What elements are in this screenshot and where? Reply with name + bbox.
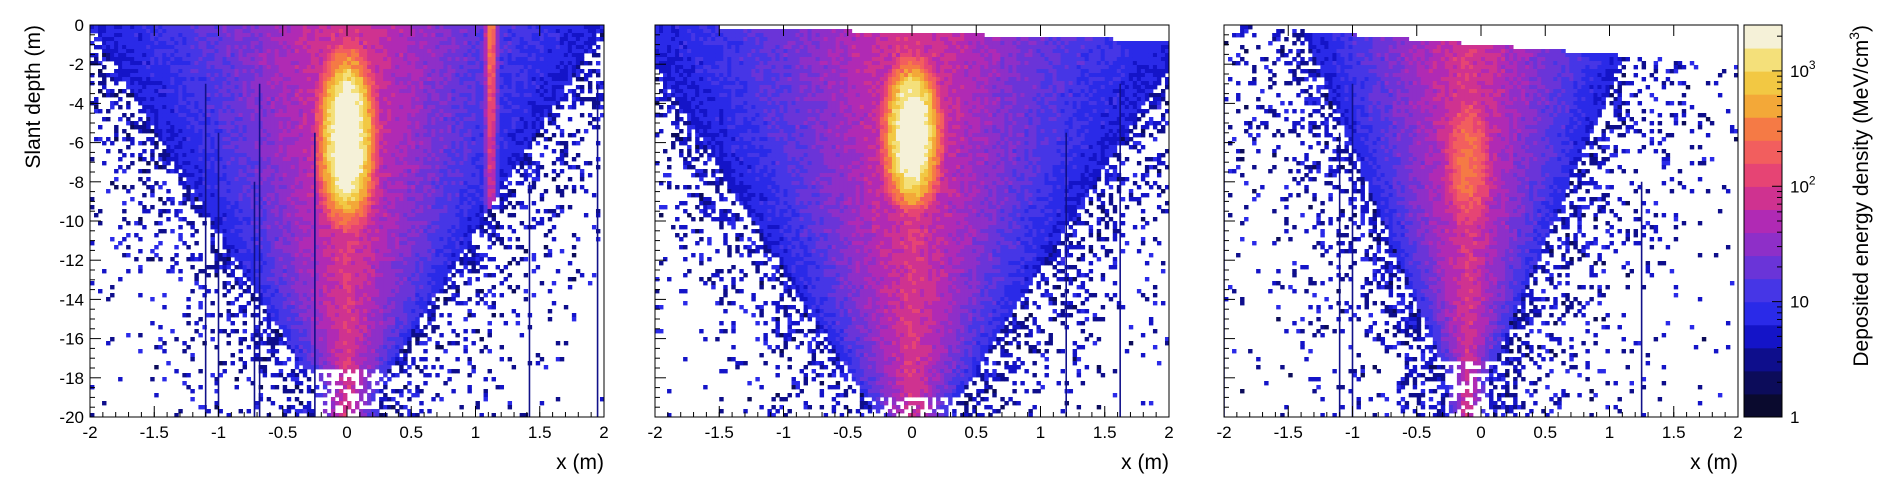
panel-3-ticks: -2 -1.5 -1 -0.5 0 0.5 1 1.5 2 <box>1216 24 1743 442</box>
x-tick-label: 2 <box>1733 423 1742 442</box>
colorbar-swatch <box>1744 186 1782 210</box>
x-tick-label: -1 <box>1345 423 1360 442</box>
colorbar-tick-label: 102 <box>1790 173 1816 196</box>
y-tick-label: -8 <box>69 173 84 192</box>
panel-3: -2 -1.5 -1 -0.5 0 0.5 1 1.5 2 x (m) <box>1216 24 1743 474</box>
colorbar-swatch <box>1744 324 1782 349</box>
x-tick-label: -1 <box>776 423 791 442</box>
colorbar-swatch <box>1744 347 1782 372</box>
colorbar-swatch <box>1744 117 1782 141</box>
colorbar-swatch <box>1744 140 1782 164</box>
y-tick-label: 0 <box>75 16 84 35</box>
colorbar-swatch <box>1744 301 1782 326</box>
x-tick-label: -1.5 <box>705 423 734 442</box>
x-tick-label: 1 <box>1605 423 1614 442</box>
colorbar: 1 10 102 103 Deposited energy density (MeV/… <box>1743 24 1873 427</box>
colorbar-tick-label: 103 <box>1790 58 1816 81</box>
panel-1-heatmap <box>90 25 604 417</box>
x-tick-label: 1 <box>471 423 480 442</box>
colorbar-title: Deposited energy density (MeV/cm3) <box>1846 25 1873 367</box>
y-tick-label: -10 <box>59 212 84 231</box>
x-tick-label: -1 <box>211 423 226 442</box>
x-tick-label: 2 <box>1164 423 1173 442</box>
colorbar-swatch <box>1744 25 1782 49</box>
x-tick-label: 0.5 <box>964 423 988 442</box>
panel-1-y-axis-title: Slant depth (m) <box>22 25 45 169</box>
colorbar-swatch <box>1744 71 1782 95</box>
y-tick-label: -6 <box>69 134 84 153</box>
x-tick-label: -1.5 <box>1274 423 1303 442</box>
y-tick-label: -4 <box>69 94 84 113</box>
panel-1-x-axis-title: x (m) <box>556 451 604 474</box>
x-tick-label: 1.5 <box>1093 423 1117 442</box>
colorbar-ticks: 1 10 102 103 <box>1772 35 1816 427</box>
colorbar-title-main: Deposited energy density (MeV/cm <box>1850 40 1873 367</box>
y-tick-label: -2 <box>69 55 84 74</box>
colorbar-swatch <box>1744 94 1782 118</box>
x-tick-label: 0 <box>1476 423 1485 442</box>
y-tick-label: -14 <box>59 290 84 309</box>
colorbar-title-superscript: 3 <box>1846 32 1862 40</box>
colorbar-swatch <box>1744 209 1782 234</box>
x-tick-label: 0 <box>342 423 351 442</box>
x-tick-label: 0.5 <box>1533 423 1557 442</box>
x-tick-label: -0.5 <box>1402 423 1431 442</box>
x-tick-label: -2 <box>1216 423 1231 442</box>
y-tick-label: -20 <box>59 408 84 427</box>
x-tick-label: -0.5 <box>268 423 297 442</box>
colorbar-swatch <box>1744 48 1782 72</box>
x-tick-label: 1.5 <box>528 423 552 442</box>
x-tick-label: -0.5 <box>833 423 862 442</box>
panel-2: -2 -1.5 -1 -0.5 0 0.5 1 1.5 2 x (m) <box>647 24 1174 474</box>
colorbar-swatches <box>1744 25 1782 418</box>
x-tick-label: 0.5 <box>399 423 423 442</box>
y-tick-label: -16 <box>59 330 84 349</box>
panel-3-heatmap <box>1224 25 1738 417</box>
panel-1: -2 -1.5 -1 -0.5 0 0.5 1 1.5 2 0 -2 -4 -6 -8 -10 -12 -14 -… <box>22 16 609 474</box>
panel-2-ticks: -2 -1.5 -1 -0.5 0 0.5 1 1.5 2 <box>647 24 1174 442</box>
x-tick-label: -2 <box>82 423 97 442</box>
colorbar-swatch <box>1744 393 1782 418</box>
x-tick-label: 1 <box>1036 423 1045 442</box>
panel-2-x-axis-title: x (m) <box>1121 451 1169 474</box>
colorbar-swatch <box>1744 278 1782 303</box>
colorbar-title-close: ) <box>1850 25 1873 32</box>
x-tick-label: 0 <box>907 423 916 442</box>
y-tick-label: -18 <box>59 369 84 388</box>
x-tick-label: 1.5 <box>1662 423 1686 442</box>
panel-1-ticks: -2 -1.5 -1 -0.5 0 0.5 1 1.5 2 0 -2 -4 -6 -8 -10 -12 -14 -… <box>59 16 608 442</box>
panel-2-heatmap <box>655 25 1169 417</box>
colorbar-swatch <box>1744 370 1782 395</box>
colorbar-swatch <box>1744 255 1782 280</box>
colorbar-swatch <box>1744 232 1782 257</box>
y-tick-label: -12 <box>59 251 84 270</box>
x-tick-label: -1.5 <box>140 423 169 442</box>
x-tick-label: 2 <box>599 423 608 442</box>
colorbar-tick-label: 1 <box>1790 408 1799 427</box>
x-tick-label: -2 <box>647 423 662 442</box>
colorbar-swatch <box>1744 163 1782 187</box>
panel-3-x-axis-title: x (m) <box>1690 451 1738 474</box>
colorbar-tick-label: 10 <box>1790 293 1809 312</box>
